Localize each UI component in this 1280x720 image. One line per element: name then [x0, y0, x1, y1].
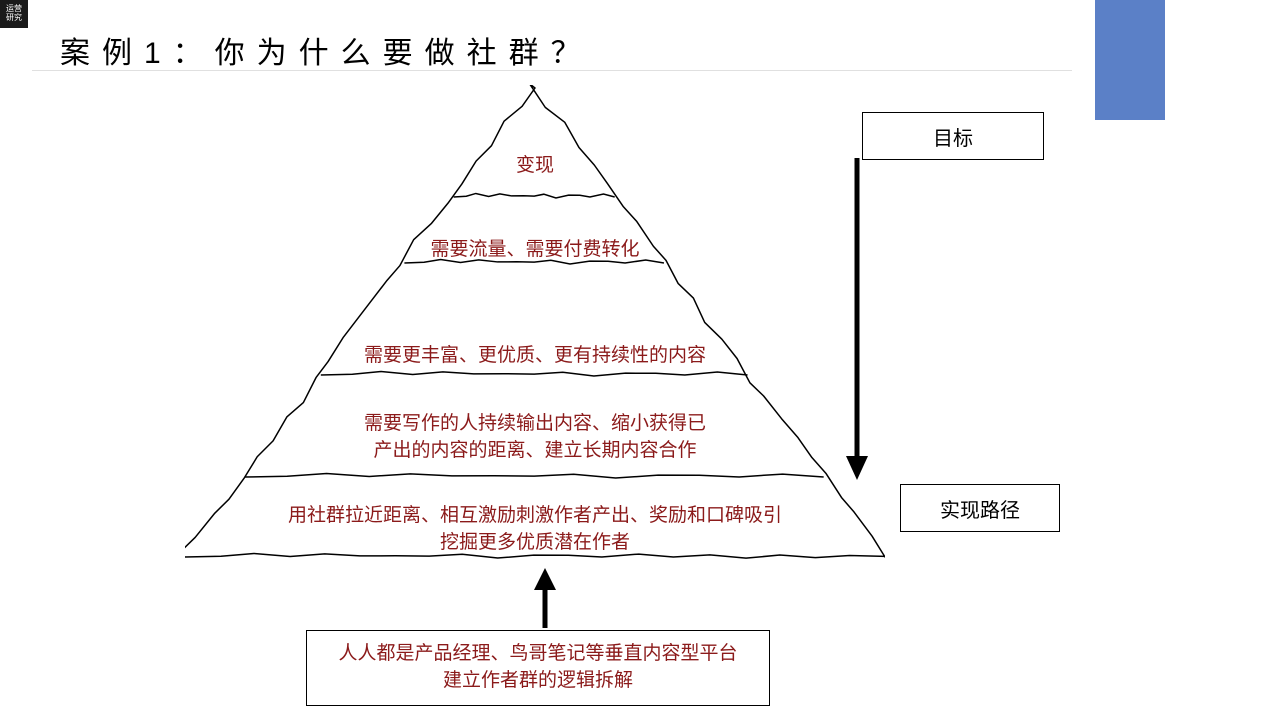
blue-tab-decoration [1095, 0, 1165, 120]
pyramid-layer-label: 需要更丰富、更优质、更有持续性的内容 [185, 343, 885, 370]
corner-badge: 运营研究 [0, 0, 28, 28]
arrow-down-icon [842, 158, 872, 488]
bottom-caption-box: 人人都是产品经理、鸟哥笔记等垂直内容型平台建立作者群的逻辑拆解 [306, 630, 770, 706]
path-box: 实现路径 [900, 484, 1060, 532]
pyramid-layer-label: 用社群拉近距离、相互激励刺激作者产出、奖励和口碑吸引挖掘更多优质潜在作者 [185, 503, 885, 556]
pyramid-layer-label: 需要流量、需要付费转化 [185, 237, 885, 264]
title-underline [32, 70, 1072, 71]
page-title: 案例1：你为什么要做社群？ [60, 28, 593, 72]
pyramid-diagram: 变现需要流量、需要付费转化需要更丰富、更优质、更有持续性的内容需要写作的人持续输… [185, 85, 885, 560]
pyramid-layer-label: 变现 [185, 153, 885, 180]
arrow-up-icon [530, 568, 560, 628]
pyramid-layer-label: 需要写作的人持续输出内容、缩小获得已产出的内容的距离、建立长期内容合作 [185, 411, 885, 464]
goal-box: 目标 [862, 112, 1044, 160]
